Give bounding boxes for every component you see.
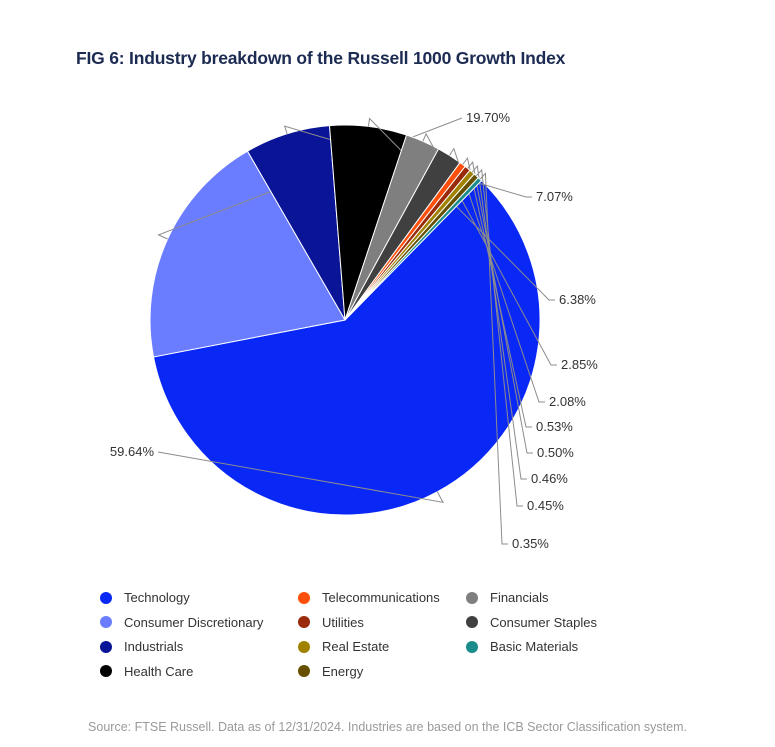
legend-label: Industrials — [124, 639, 184, 654]
legend: Technology Consumer Discretionary Industri… — [100, 590, 660, 690]
data-label: 6.38% — [559, 292, 596, 307]
data-label: 19.70% — [466, 110, 511, 125]
legend-swatch — [100, 591, 112, 604]
legend-swatch — [298, 640, 310, 653]
legend-item-energy: Energy — [298, 664, 363, 679]
data-label: 7.07% — [536, 189, 573, 204]
legend-swatch — [466, 616, 478, 628]
legend-item-consumer-discretionary: Consumer Discretionary — [100, 615, 263, 630]
legend-item-industrials: Industrials — [100, 639, 183, 654]
data-label: 2.85% — [561, 357, 598, 372]
leader-line — [467, 161, 533, 454]
legend-item-consumer-staples: Consumer Staples — [466, 615, 597, 630]
source-note: Source: FTSE Russell. Data as of 12/31/2… — [88, 720, 687, 734]
data-label: 2.08% — [549, 394, 586, 409]
leader-line — [471, 164, 527, 480]
legend-label: Financials — [490, 590, 549, 605]
leader-line — [479, 172, 508, 545]
data-label: 0.45% — [527, 498, 564, 513]
legend-item-utilities: Utilities — [298, 615, 364, 630]
legend-item-technology: Technology — [100, 590, 190, 605]
legend-label: Consumer Discretionary — [124, 614, 264, 630]
data-label: 0.46% — [531, 471, 568, 486]
chart-title: FIG 6: Industry breakdown of the Russell… — [76, 48, 566, 68]
legend-swatch — [466, 640, 478, 653]
pie-slice-basic-materials — [344, 177, 483, 321]
legend-item-real-estate: Real Estate — [298, 639, 389, 654]
data-label: 0.53% — [536, 419, 573, 434]
leader-line — [368, 117, 555, 301]
legend-swatch — [298, 591, 310, 604]
legend-label: Technology — [124, 590, 190, 605]
legend-item-financials: Financials — [466, 590, 549, 605]
data-label: 59.64% — [110, 444, 155, 459]
legend-swatch — [100, 616, 112, 628]
pie-slice-technology — [152, 179, 541, 516]
legend-swatch — [100, 640, 112, 653]
legend-item-basic-materials: Basic Materials — [466, 639, 578, 654]
legend-label: Real Estate — [322, 639, 390, 654]
leader-line — [449, 147, 545, 403]
leader-line — [157, 451, 444, 504]
legend-swatch — [298, 616, 310, 628]
legend-item-telecommunications: Telecommunications — [298, 590, 440, 605]
pie-chart: 59.64% 19.70% 7.07% 6.38% 2.85% 2.08% 0.53% 0.5… — [110, 110, 598, 551]
data-label: 0.35% — [512, 536, 549, 551]
legend-label: Health Care — [124, 663, 194, 679]
legend-swatch — [466, 591, 478, 604]
legend-label: Consumer Staples — [490, 614, 597, 630]
leader-line — [475, 168, 523, 507]
legend-label: Telecommunications — [322, 590, 440, 605]
data-label: 0.50% — [537, 445, 574, 460]
legend-item-health-care: Health Care — [100, 664, 193, 679]
legend-swatch — [298, 665, 310, 677]
legend-label: Utilities — [322, 614, 364, 630]
legend-swatch — [100, 665, 112, 677]
legend-label: Energy — [322, 663, 364, 679]
pie-slice-consumer-discretionary — [149, 150, 346, 358]
legend-label: Basic Materials — [490, 639, 579, 654]
